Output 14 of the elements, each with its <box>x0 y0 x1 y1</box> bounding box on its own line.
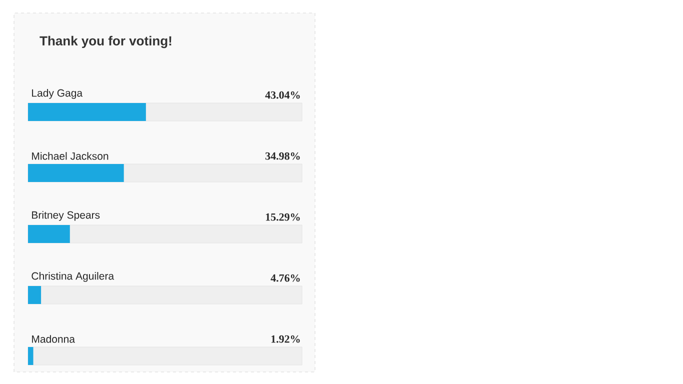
bar <box>28 286 42 304</box>
bar <box>28 347 34 366</box>
y-tick-label: Christina Aguilera <box>32 272 114 282</box>
data-label: 15.29% <box>266 213 300 221</box>
data-label: 1.92% <box>271 335 300 343</box>
data-label: 4.76% <box>270 274 300 282</box>
y-tick-label: Lady Gaga <box>32 89 83 99</box>
data-label: 43.04% <box>265 91 300 99</box>
bar <box>28 225 70 244</box>
y-tick-label: Michael Jackson <box>32 152 108 160</box>
y-tick-label: Britney Spears <box>32 211 100 221</box>
y-tick-label: Madonna <box>32 335 75 343</box>
data-label: 34.98% <box>265 152 300 160</box>
chart-title: Thank you for voting! <box>40 36 172 48</box>
